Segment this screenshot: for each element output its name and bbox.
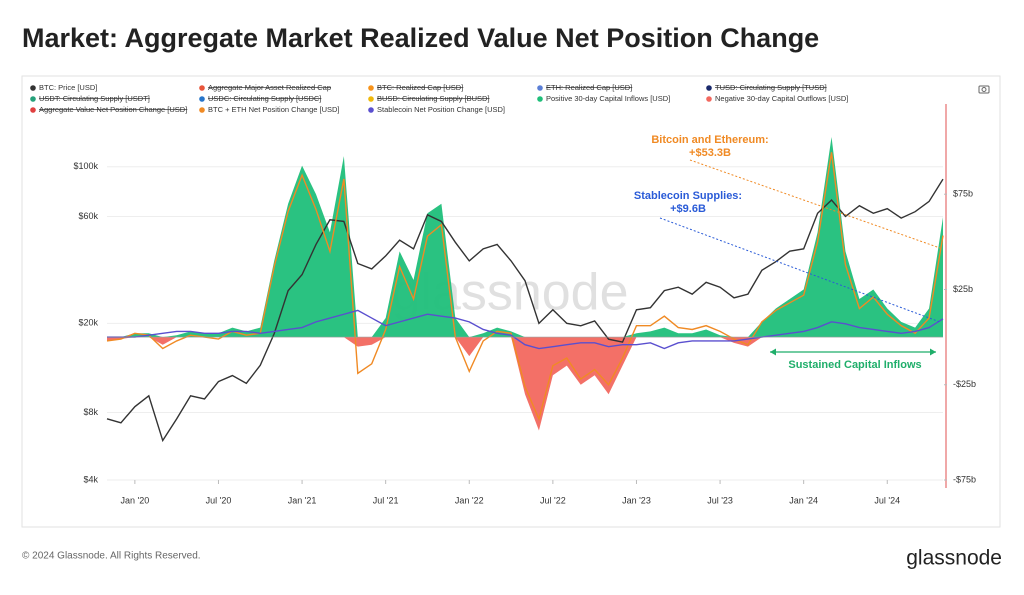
area (107, 137, 943, 338)
x-tick-label: Jul '22 (540, 495, 566, 505)
legend-label: Positive 30-day Capital Inflows [USD] (546, 94, 670, 103)
y-tick-label: $8k (83, 407, 98, 417)
x-tick-label: Jul '20 (206, 495, 232, 505)
legend-marker (30, 85, 36, 91)
y-tick-label: $4k (83, 474, 98, 484)
line (107, 309, 944, 350)
legend-label: BUSD: Circulating Supply [BUSD] (377, 94, 490, 103)
annotation: +$9.6B (670, 203, 706, 215)
annotation: Sustained Capital Inflows (788, 359, 921, 371)
x-tick-label: Jul '23 (707, 495, 733, 505)
arrow-head (930, 348, 936, 356)
chart-frame (21, 75, 1001, 528)
legend-marker (199, 107, 205, 113)
legend-label: BTC: Price [USD] (39, 83, 97, 92)
x-tick-label: Jan '23 (622, 495, 651, 505)
logo: glassnode (906, 547, 1002, 570)
camera-icon[interactable] (978, 85, 990, 94)
legend-label: USDC: Circulating Supply [USDC] (208, 94, 321, 103)
legend-label: BTC + ETH Net Position Change [USD] (208, 105, 340, 114)
y-tick-label: $60k (78, 211, 98, 221)
line (106, 178, 944, 443)
arrow-head (770, 348, 776, 356)
legend-marker (537, 96, 543, 102)
x-tick-label: Jul '24 (874, 495, 900, 505)
x-tick-label: Jan '21 (288, 495, 317, 505)
legend-label: USDT: Circulating Supply [USDT] (39, 94, 150, 103)
legend-label: TUSD: Circulating Supply [TUSD] (715, 83, 827, 92)
legend-label: ETH: Realized Cap [USD] (546, 83, 632, 92)
legend-label: BTC: Realized Cap [USD] (377, 83, 463, 92)
footer: © 2024 Glassnode. All Rights Reserved. (22, 551, 201, 562)
annotation: Bitcoin and Ethereum: (651, 134, 768, 146)
x-tick-label: Jul '21 (373, 495, 399, 505)
x-tick-label: Jan '22 (455, 495, 484, 505)
legend-marker (706, 96, 712, 102)
legend-label: Aggregate Major Asset Realized Cap (208, 83, 331, 92)
leader-line (689, 159, 941, 249)
y-tick-label: $20k (78, 318, 98, 328)
y2-tick-label: $25b (953, 284, 973, 294)
chart-title: Market: Aggregate Market Realized Value … (22, 23, 819, 53)
legend-label: Aggregate Value Net Position Change [USD… (39, 105, 187, 114)
legend-marker (199, 96, 205, 102)
annotation: Stablecoin Supplies: (634, 190, 742, 202)
legend-marker (706, 85, 712, 91)
annotation: +$53.3B (689, 147, 731, 159)
legend-marker (30, 96, 36, 102)
legend-marker (199, 85, 205, 91)
legend-marker (537, 85, 543, 91)
legend-marker (368, 107, 374, 113)
legend-marker (368, 85, 374, 91)
legend-label: Stablecoin Net Position Change [USD] (377, 105, 505, 114)
legend-label: Negative 30-day Capital Outflows [USD] (715, 94, 848, 103)
x-tick-label: Jan '20 (120, 495, 149, 505)
legend-marker (30, 107, 36, 113)
legend-marker (368, 96, 374, 102)
y2-tick-label: $75b (953, 189, 973, 199)
line (106, 152, 944, 422)
y-tick-label: $100k (73, 161, 98, 171)
y2-tick-label: -$75b (953, 474, 976, 484)
area (107, 337, 943, 431)
y2-tick-label: -$25b (953, 379, 976, 389)
x-tick-label: Jan '24 (789, 495, 818, 505)
leader-line (659, 217, 941, 323)
